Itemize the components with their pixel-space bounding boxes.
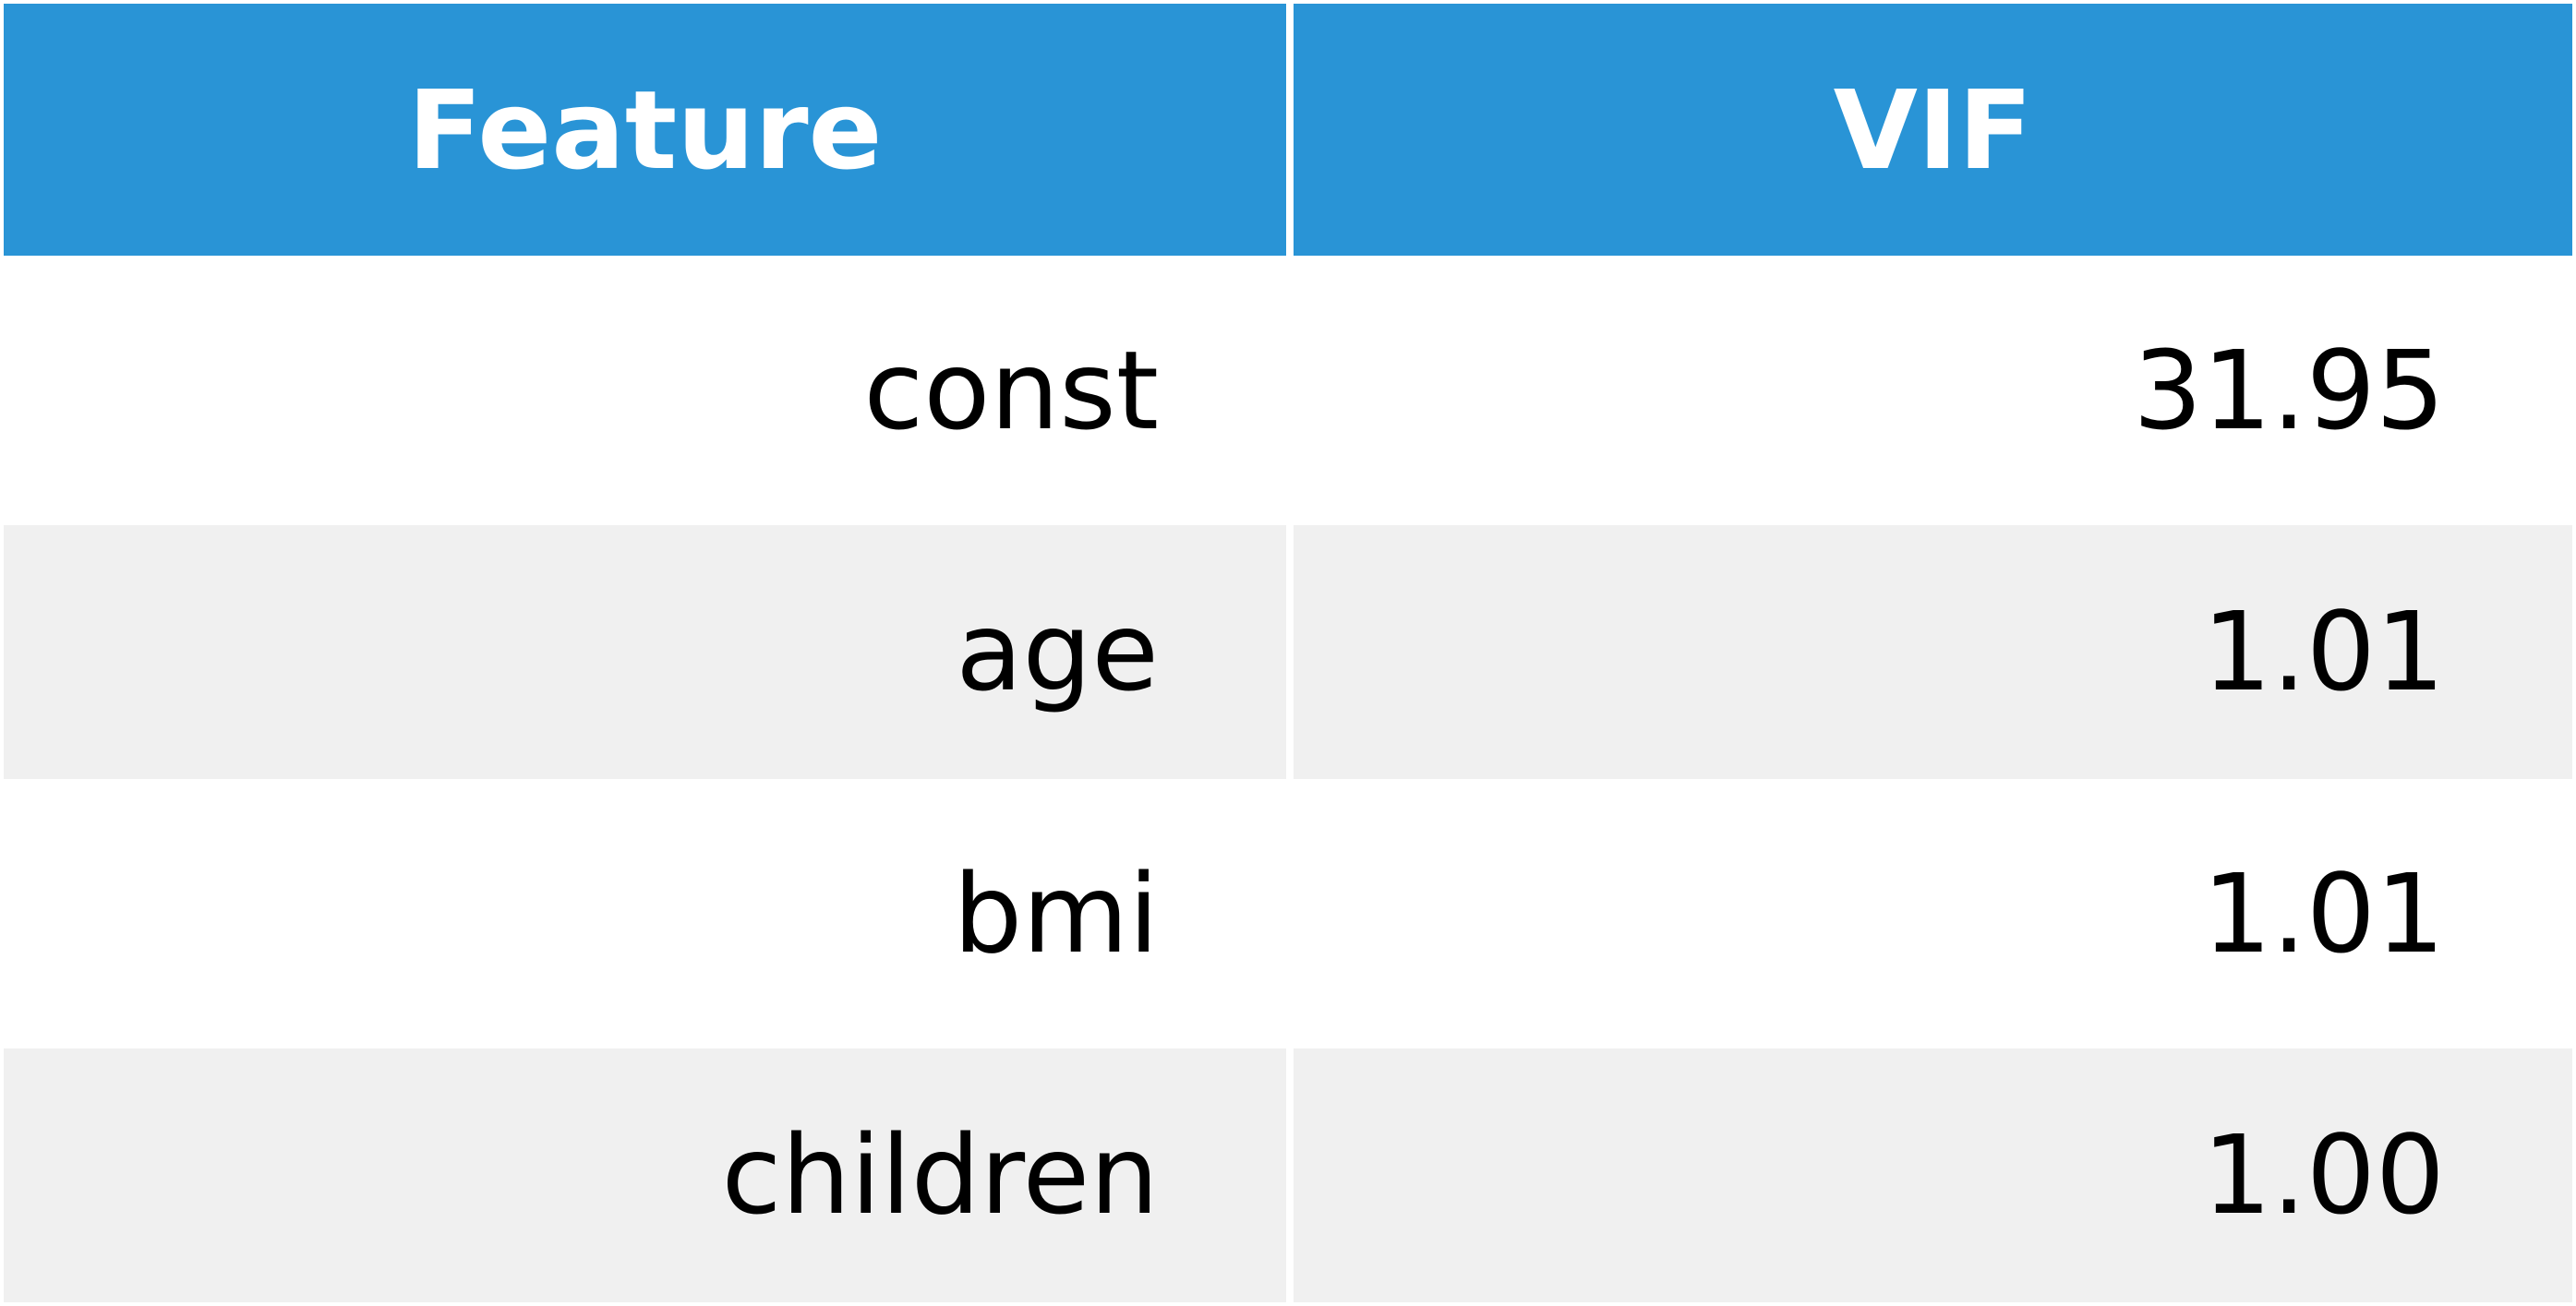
vif-cell: 1.01 xyxy=(1290,521,2576,783)
vif-cell: 31.95 xyxy=(1290,259,2576,521)
header-row: Feature VIF xyxy=(0,0,2576,259)
feature-cell: const xyxy=(0,259,1290,521)
table-row: const 31.95 xyxy=(0,259,2576,521)
table-header: Feature VIF xyxy=(0,0,2576,259)
feature-cell: children xyxy=(0,1044,1290,1306)
feature-cell: age xyxy=(0,521,1290,783)
header-vif: VIF xyxy=(1290,0,2576,259)
header-feature: Feature xyxy=(0,0,1290,259)
vif-cell: 1.00 xyxy=(1290,1044,2576,1306)
vif-cell: 1.01 xyxy=(1290,783,2576,1045)
table-row: age 1.01 xyxy=(0,521,2576,783)
table-row: bmi 1.01 xyxy=(0,783,2576,1045)
table-row: children 1.00 xyxy=(0,1044,2576,1306)
table-body: const 31.95 age 1.01 bmi 1.01 children 1… xyxy=(0,259,2576,1306)
feature-cell: bmi xyxy=(0,783,1290,1045)
